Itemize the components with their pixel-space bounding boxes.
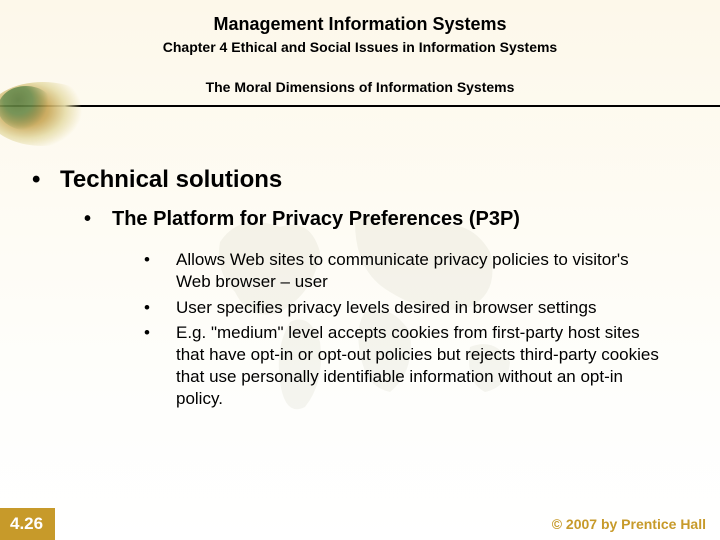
bullet-text: Allows Web sites to communicate privacy …	[176, 249, 666, 293]
content-area: • Technical solutions • The Platform for…	[32, 166, 688, 413]
header: Management Information Systems Chapter 4…	[0, 0, 720, 95]
copyright: © 2007 by Prentice Hall	[538, 508, 720, 540]
chapter-line: Chapter 4 Ethical and Social Issues in I…	[0, 39, 720, 55]
footer: 4.26 © 2007 by Prentice Hall	[0, 508, 720, 540]
bullet-level-3: • User specifies privacy levels desired …	[144, 297, 666, 319]
section-line: The Moral Dimensions of Information Syst…	[0, 79, 720, 95]
bullet-dot: •	[144, 249, 176, 293]
bullet-dot: •	[32, 166, 60, 194]
bullet-level-1: • Technical solutions	[32, 166, 688, 194]
slide: Management Information Systems Chapter 4…	[0, 0, 720, 540]
bullet-level-2: • The Platform for Privacy Preferences (…	[84, 208, 688, 231]
bullet-dot: •	[144, 297, 176, 319]
bullet-dot: •	[84, 208, 112, 231]
globe-decoration	[0, 82, 98, 146]
bullet-text: The Platform for Privacy Preferences (P3…	[112, 208, 520, 231]
bullet-text: E.g. "medium" level accepts cookies from…	[176, 322, 666, 409]
main-title: Management Information Systems	[0, 14, 720, 35]
bullet-text: User specifies privacy levels desired in…	[176, 297, 596, 319]
bullet-level-3: • E.g. "medium" level accepts cookies fr…	[144, 322, 666, 409]
bullet-level-3: • Allows Web sites to communicate privac…	[144, 249, 666, 293]
bullet-dot: •	[144, 322, 176, 409]
slide-number: 4.26	[0, 508, 55, 540]
divider-line	[0, 105, 720, 107]
bullet-text: Technical solutions	[60, 166, 282, 194]
